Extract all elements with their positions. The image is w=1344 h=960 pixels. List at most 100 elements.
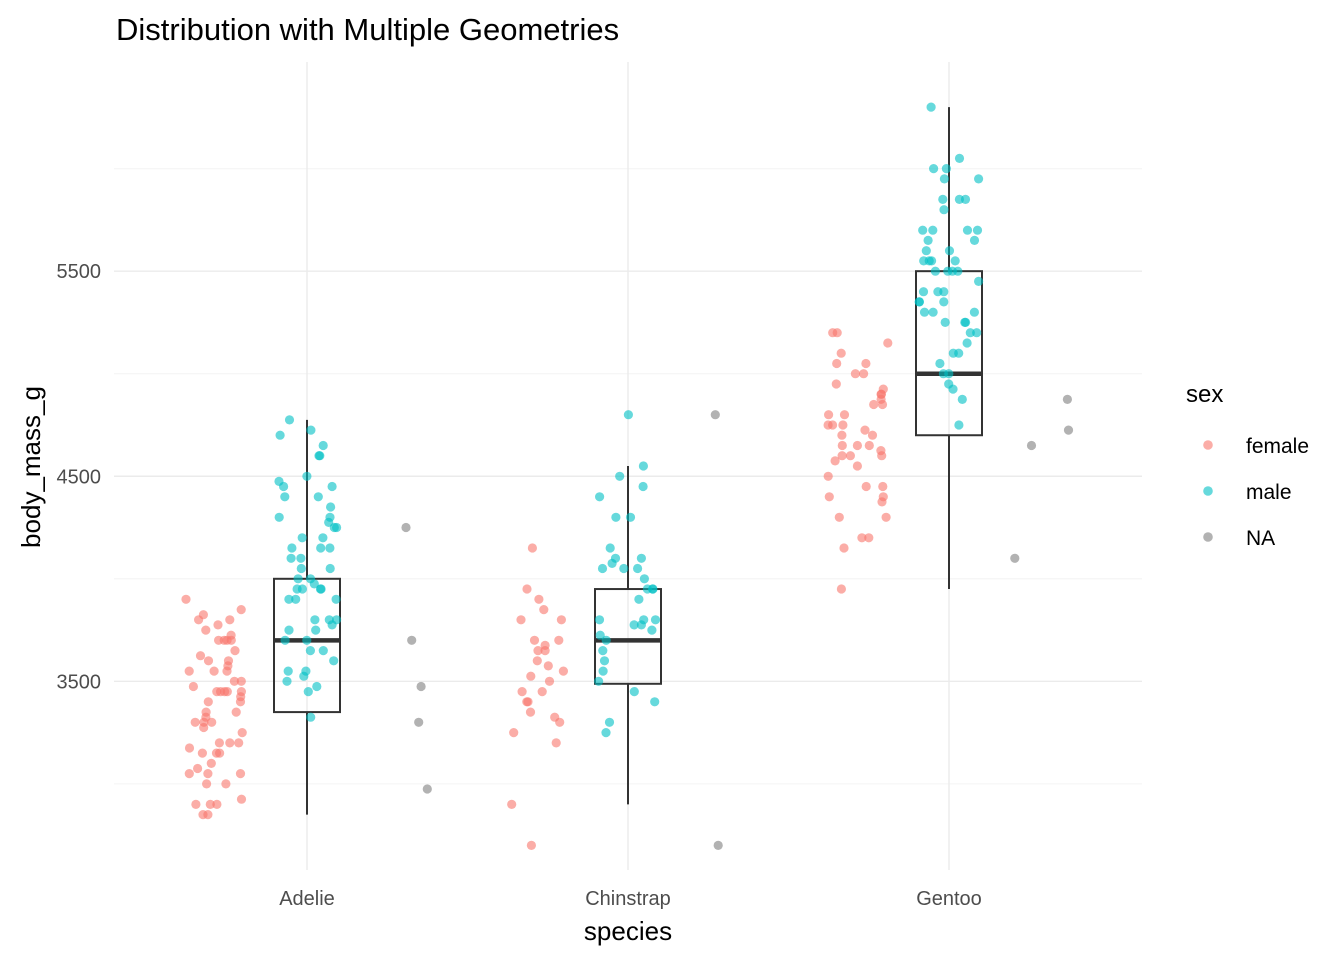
data-point-male xyxy=(287,543,297,553)
data-point-female xyxy=(236,605,246,615)
legend-label: NA xyxy=(1246,527,1275,550)
data-point-male xyxy=(930,266,941,276)
y-tick-label: 4500 xyxy=(57,466,102,488)
data-point-male xyxy=(310,615,320,625)
data-point-male xyxy=(974,174,984,184)
data-point-male xyxy=(595,492,605,502)
data-point-female xyxy=(509,728,519,738)
data-point-male xyxy=(598,666,608,676)
data-point-female xyxy=(852,440,863,451)
data-point-female xyxy=(836,348,846,358)
data-point-female xyxy=(191,799,201,810)
data-point-female xyxy=(864,440,874,451)
data-point-male xyxy=(302,635,312,645)
data-point-female xyxy=(836,584,847,594)
data-point-female xyxy=(864,533,874,543)
data-point-male xyxy=(965,328,975,338)
data-point-female xyxy=(831,379,841,389)
data-point-female xyxy=(207,717,217,727)
data-point-female xyxy=(522,584,532,594)
data-point-female xyxy=(206,758,216,769)
data-point-female xyxy=(532,656,542,666)
data-point-male xyxy=(331,594,341,604)
data-point-male xyxy=(619,563,629,574)
data-point-male xyxy=(327,481,337,492)
data-point-male xyxy=(928,307,938,317)
data-point-female xyxy=(236,794,247,804)
data-point-male xyxy=(928,225,938,235)
data-point-male xyxy=(280,635,290,645)
data-point-male xyxy=(296,563,306,574)
data-point-male xyxy=(919,307,930,317)
data-point-na xyxy=(416,681,426,692)
data-point-na xyxy=(713,840,723,851)
data-point-female xyxy=(230,646,240,656)
data-point-male xyxy=(284,594,294,604)
data-point-male xyxy=(329,522,339,533)
data-point-male xyxy=(935,358,945,369)
data-point-male xyxy=(938,194,948,204)
data-point-female xyxy=(860,425,870,435)
data-point-female xyxy=(850,369,861,379)
data-point-na xyxy=(1063,425,1074,435)
data-point-male xyxy=(633,563,643,574)
data-point-male xyxy=(327,620,337,630)
data-point-na xyxy=(401,522,411,533)
data-point-female xyxy=(516,615,526,625)
data-point-male xyxy=(923,235,933,245)
data-point-male xyxy=(325,563,335,574)
data-point-male xyxy=(639,574,650,584)
data-point-male xyxy=(306,712,316,722)
data-point-female xyxy=(184,666,194,676)
chart-title: Distribution with Multiple Geometries xyxy=(116,12,619,47)
data-point-female xyxy=(211,748,222,758)
y-axis-title: body_mass_g xyxy=(16,386,46,548)
data-point-female xyxy=(517,687,527,697)
data-point-female xyxy=(507,799,517,810)
data-point-male xyxy=(316,543,326,553)
data-point-female xyxy=(203,697,213,707)
data-point-female xyxy=(188,681,198,692)
data-point-male xyxy=(299,671,309,681)
data-point-male xyxy=(312,681,322,692)
data-point-female xyxy=(214,738,224,748)
data-point-na xyxy=(1026,440,1037,451)
data-point-female xyxy=(839,410,850,420)
data-point-male xyxy=(611,512,621,522)
data-point-female xyxy=(181,594,191,604)
data-point-female xyxy=(558,666,569,676)
data-point-female xyxy=(869,399,879,410)
data-point-male xyxy=(918,287,929,297)
data-point-female xyxy=(525,707,536,717)
data-point-male xyxy=(939,174,950,184)
data-point-male xyxy=(329,656,339,666)
x-axis-ticks: Adelie Chinstrap Gentoo xyxy=(279,888,982,910)
data-point-female xyxy=(839,543,849,553)
data-point-male xyxy=(296,553,306,563)
legend: sex female male NA xyxy=(1186,381,1309,550)
data-point-male xyxy=(634,594,644,604)
y-tick-label: 3500 xyxy=(57,671,102,693)
data-point-male xyxy=(939,205,949,215)
data-point-male xyxy=(960,317,970,327)
data-point-male xyxy=(305,646,315,656)
data-point-female xyxy=(838,420,848,430)
data-point-male xyxy=(919,256,929,266)
data-point-male xyxy=(957,394,967,404)
legend-title: sex xyxy=(1186,381,1223,408)
data-point-male xyxy=(594,676,604,686)
x-tick-label: Adelie xyxy=(279,888,335,910)
data-point-male xyxy=(306,425,316,435)
data-point-male xyxy=(601,728,611,738)
data-point-male xyxy=(315,451,325,461)
data-point-na xyxy=(407,635,417,645)
data-point-male xyxy=(291,594,301,604)
legend-label: female xyxy=(1246,435,1309,458)
data-point-female xyxy=(221,779,231,789)
data-point-male xyxy=(960,194,971,204)
data-point-male xyxy=(914,297,925,307)
data-point-male xyxy=(636,620,647,630)
data-point-male xyxy=(326,502,336,512)
data-point-male xyxy=(315,584,326,594)
data-point-female xyxy=(526,671,536,681)
